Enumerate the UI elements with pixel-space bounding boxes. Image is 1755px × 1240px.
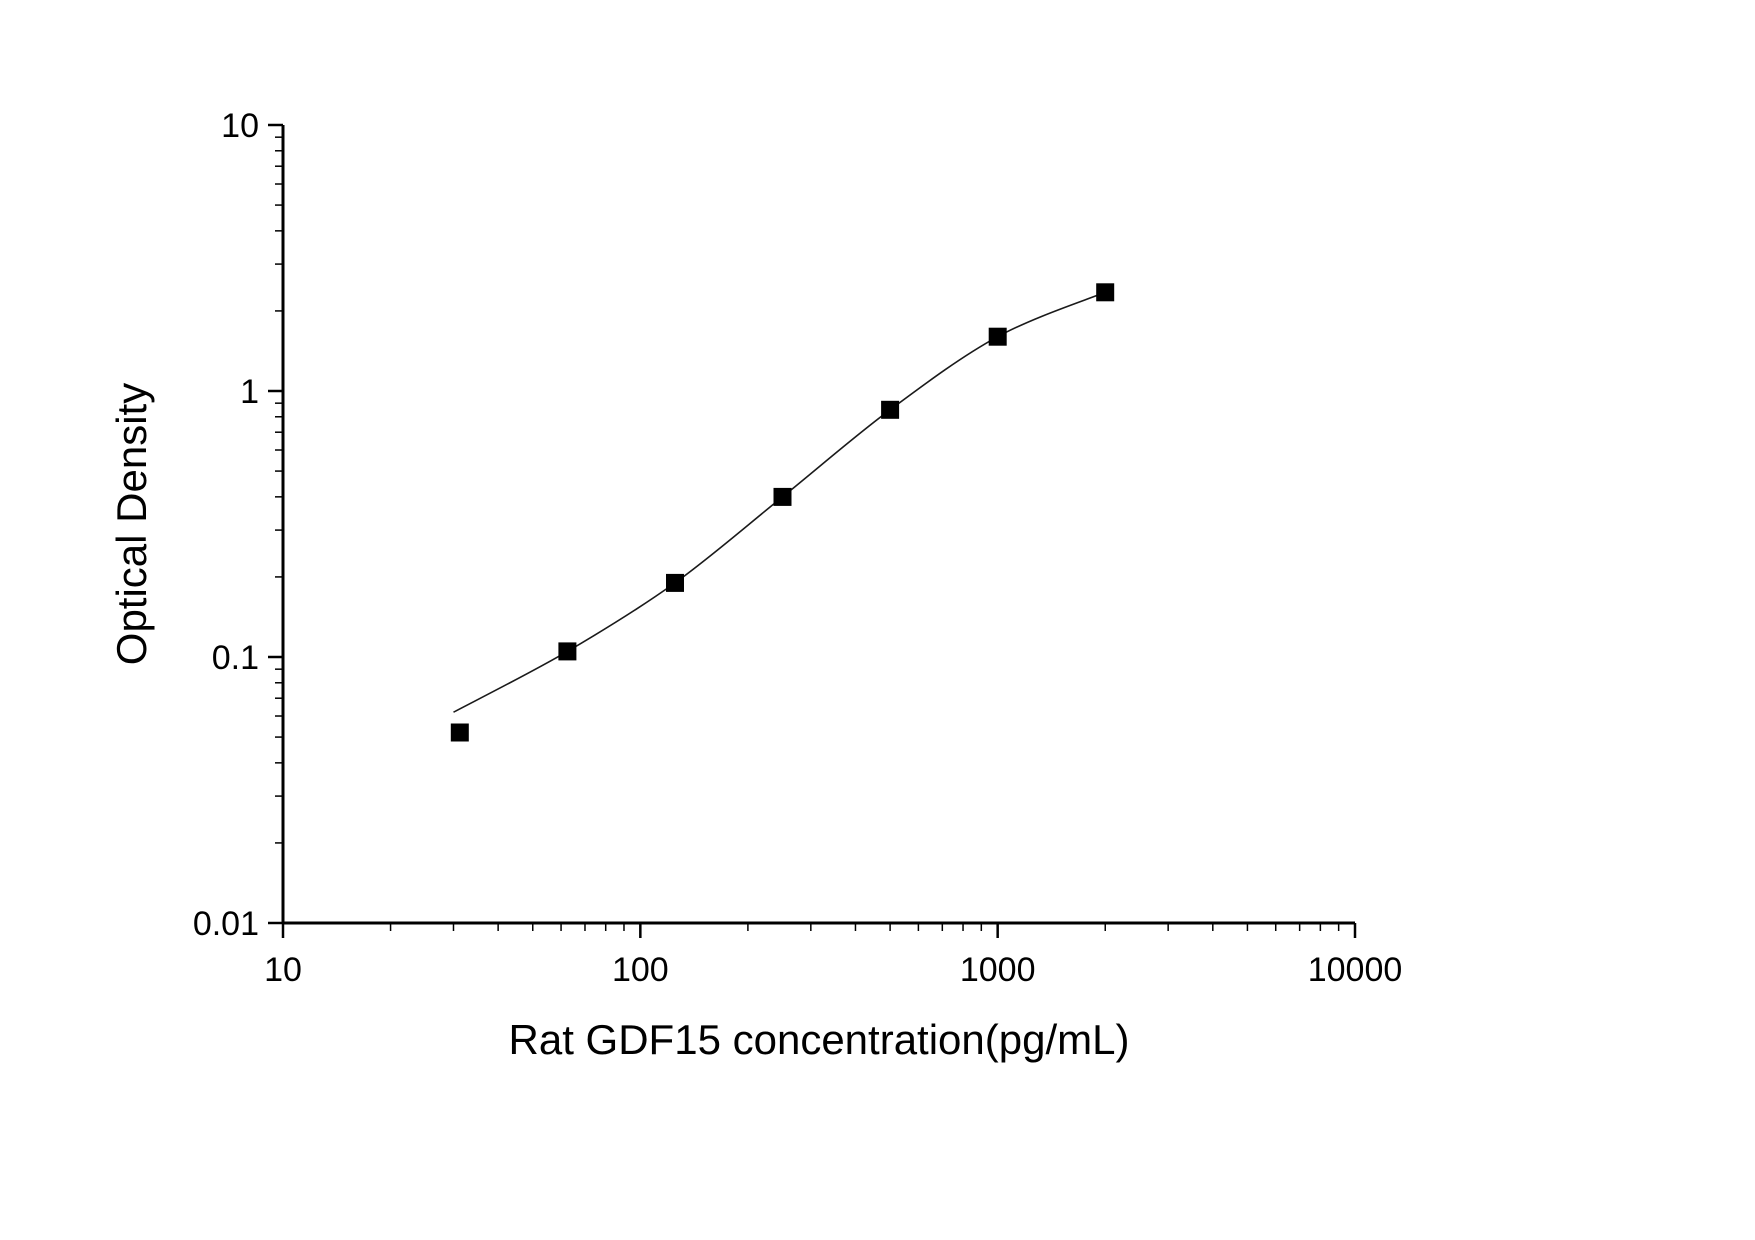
x-tick-label: 10 — [264, 951, 302, 989]
x-tick-label: 10000 — [1308, 951, 1403, 989]
x-tick-label: 100 — [612, 951, 669, 989]
y-tick-label: 0.1 — [212, 639, 259, 677]
data-point — [1096, 283, 1115, 302]
y-axis-label: Optical Density — [108, 382, 155, 666]
x-tick-label: 1000 — [960, 951, 1036, 989]
data-point — [558, 642, 577, 661]
y-tick-label: 1 — [240, 373, 259, 411]
x-axis-label: Rat GDF15 concentration(pg/mL) — [508, 1016, 1130, 1063]
y-tick-label: 10 — [221, 107, 259, 145]
data-point — [988, 327, 1007, 346]
y-tick-label: 0.01 — [193, 905, 259, 943]
data-point — [450, 723, 469, 742]
data-point — [881, 400, 900, 419]
data-point — [666, 573, 684, 592]
data-point — [773, 487, 792, 506]
